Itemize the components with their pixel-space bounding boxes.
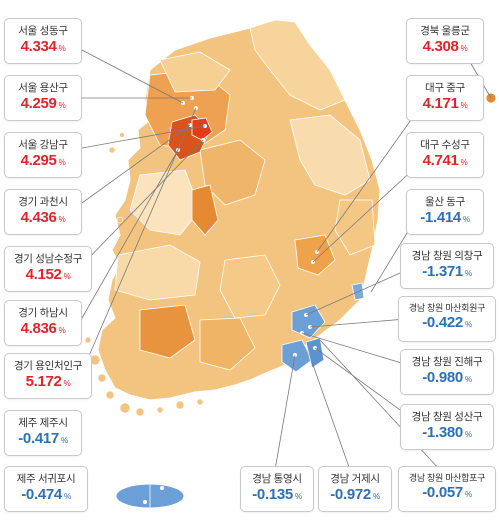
region-tongyeong-blue bbox=[281, 339, 313, 373]
region-gwangju-area bbox=[139, 304, 196, 359]
label-name: 경기 하남시 bbox=[18, 307, 68, 319]
label-value: 5.172% bbox=[25, 373, 71, 390]
label-gyeonggi-yongin-cheoin: 경기 용인처인구 5.172% bbox=[4, 353, 92, 399]
label-changwon-jinhae: 경남 창원 진해구 -0.980% bbox=[400, 349, 494, 395]
label-name: 경기 용인처인구 bbox=[13, 360, 83, 372]
label-value: 4.334% bbox=[20, 38, 66, 55]
label-daegu-jung: 대구 중구 4.171% bbox=[406, 75, 484, 121]
label-name: 서울 용산구 bbox=[18, 82, 68, 94]
region-chungbuk bbox=[199, 139, 266, 206]
label-value: -1.380% bbox=[422, 424, 472, 441]
label-name: 경기 성남수정구 bbox=[13, 253, 83, 265]
label-seoul-seongdong: 서울 성동구 4.334% bbox=[4, 18, 82, 64]
label-name: 서울 성동구 bbox=[18, 25, 68, 37]
region-gyeongnam-west bbox=[219, 254, 281, 319]
label-value: -0.972% bbox=[330, 486, 380, 503]
label-gyeongbuk-ulleung: 경북 울릉군 4.308% bbox=[406, 18, 484, 64]
label-value: -0.980% bbox=[422, 369, 472, 386]
label-name: 경남 거제시 bbox=[330, 473, 380, 485]
label-value: -0.474% bbox=[21, 486, 71, 503]
label-value: -0.135% bbox=[252, 486, 302, 503]
label-seoul-yongsan: 서울 용산구 4.259% bbox=[4, 75, 82, 121]
label-name: 제주 서귀포시 bbox=[16, 473, 76, 485]
label-value: -0.057% bbox=[422, 484, 472, 501]
label-tongyeong: 경남 통영시 -0.135% bbox=[240, 466, 314, 512]
label-changwon-uichang: 경남 창원 의창구 -1.371% bbox=[400, 243, 494, 289]
region-daegu-area bbox=[294, 234, 336, 276]
southwest-islands bbox=[84, 132, 204, 417]
label-name: 제주 제주시 bbox=[18, 417, 68, 429]
region-north-gyeongbuk bbox=[289, 114, 371, 196]
label-daegu-suseong: 대구 수성구 4.741% bbox=[406, 132, 484, 178]
label-value: -1.371% bbox=[422, 263, 472, 280]
label-value: 4.295% bbox=[20, 152, 66, 169]
label-value: 4.308% bbox=[422, 38, 468, 55]
label-value: 4.836% bbox=[20, 320, 66, 337]
label-name: 대구 수성구 bbox=[420, 139, 470, 151]
label-value: 4.436% bbox=[20, 209, 66, 226]
label-jeju-jeju: 제주 제주시 -0.417% bbox=[4, 410, 82, 456]
label-value: 4.259% bbox=[20, 95, 66, 112]
label-gyeonggi-gwacheon: 경기 과천시 4.436% bbox=[4, 189, 82, 235]
region-sejong-daejeon bbox=[191, 184, 219, 236]
region-changwon-blue bbox=[291, 304, 326, 339]
label-changwon-masanhoewon: 경남 창원 마산회원구 -0.422% bbox=[398, 296, 496, 342]
label-changwon-masanhappo: 경남 창원 마산합포구 -0.057% bbox=[398, 466, 496, 512]
region-jeolla-north bbox=[114, 244, 201, 301]
label-changwon-seongsan: 경남 창원 성산구 -1.380% bbox=[400, 404, 494, 450]
label-value: -0.422% bbox=[422, 314, 472, 331]
label-name: 경남 창원 의창구 bbox=[411, 250, 483, 262]
label-name: 경남 창원 마산회원구 bbox=[408, 303, 486, 313]
region-jeonnam-east bbox=[199, 317, 256, 371]
label-seoul-gangnam: 서울 강남구 4.295% bbox=[4, 132, 82, 178]
label-name: 경남 창원 성산구 bbox=[411, 411, 483, 423]
label-name: 대구 중구 bbox=[424, 82, 466, 94]
label-value: 4.741% bbox=[422, 152, 468, 169]
label-value: 4.171% bbox=[422, 95, 468, 112]
label-jeju-seogwipo: 제주 서귀포시 -0.474% bbox=[4, 466, 88, 512]
label-ulsan-dong: 울산 동구 -1.414% bbox=[406, 189, 484, 235]
label-name: 경기 과천시 bbox=[18, 196, 68, 208]
label-gyeonggi-seongnam-sujeong: 경기 성남수정구 4.152% bbox=[4, 246, 92, 292]
label-value: -0.417% bbox=[18, 430, 68, 447]
label-value: -1.414% bbox=[420, 209, 470, 226]
label-value: 4.152% bbox=[25, 266, 71, 283]
region-seoul-core bbox=[191, 117, 213, 141]
label-name: 경북 울릉군 bbox=[420, 25, 470, 37]
label-name: 경남 창원 마산합포구 bbox=[408, 473, 486, 483]
region-gyeonggi-north bbox=[159, 51, 231, 93]
label-name: 울산 동구 bbox=[424, 196, 466, 208]
region-geoje-blue bbox=[305, 337, 325, 369]
region-gangwon-east bbox=[249, 19, 346, 111]
region-central-light bbox=[129, 169, 201, 236]
label-name: 경남 창원 진해구 bbox=[411, 356, 483, 368]
label-gyeonggi-hanam: 경기 하남시 4.836% bbox=[4, 300, 82, 346]
label-name: 경남 통영시 bbox=[252, 473, 302, 485]
label-name: 서울 강남구 bbox=[18, 139, 68, 151]
label-geoje: 경남 거제시 -0.972% bbox=[318, 466, 392, 512]
